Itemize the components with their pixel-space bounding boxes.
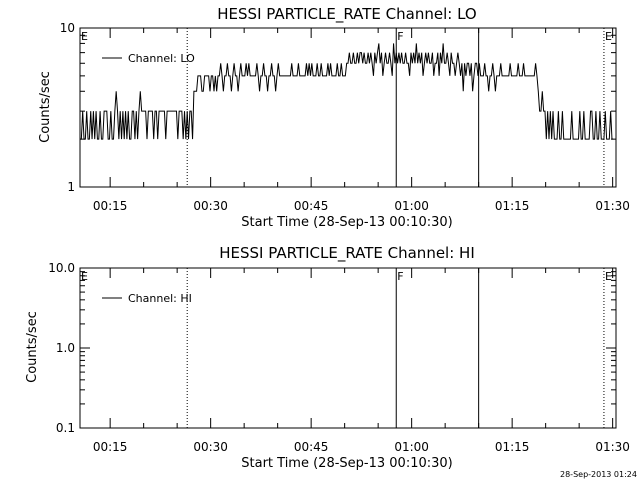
y-tick-label-hi: 1.0 [56, 341, 75, 355]
x-tick-label-lo: 00:45 [294, 199, 329, 213]
event-label-hi: E [605, 270, 612, 283]
panel-lo-y-label: Counts/sec [38, 71, 53, 143]
x-tick-label-lo: 01:00 [394, 199, 429, 213]
x-tick-label-hi: 00:15 [93, 440, 128, 454]
panel-lo-title: HESSI PARTICLE_RATE Channel: LO [217, 5, 476, 24]
panel-hi-title: HESSI PARTICLE_RATE Channel: HI [219, 244, 475, 263]
plot-frame-lo [79, 27, 617, 188]
panel-hi: HESSI PARTICLE_RATE Channel: HI Counts/s… [25, 244, 630, 471]
legend-label-lo: Channel: LO [128, 52, 195, 65]
event-label-hi: F [397, 270, 403, 283]
panel-hi-x-label: Start Time (28-Sep-13 00:10:30) [241, 456, 452, 471]
x-tick-label-hi: 00:30 [193, 440, 228, 454]
x-tick-label-hi: 01:30 [595, 440, 630, 454]
event-label-hi: E [81, 270, 88, 283]
x-tick-label-lo: 00:15 [93, 199, 128, 213]
x-tick-label-hi: 00:45 [294, 440, 329, 454]
y-tick-label-lo: 10 [60, 21, 75, 35]
panel-hi-y-label: Counts/sec [25, 311, 40, 383]
y-tick-label-lo: 1 [67, 180, 75, 194]
timestamp: 28-Sep-2013 01:24 [560, 470, 637, 479]
x-tick-label-lo: 01:30 [595, 199, 630, 213]
y-tick-label-hi: 10.0 [48, 261, 75, 275]
legend-label-hi: Channel: HI [128, 292, 192, 305]
event-label-lo: F [397, 30, 403, 43]
x-tick-label-lo: 01:15 [495, 199, 530, 213]
y-tick-label-hi: 0.1 [56, 421, 75, 435]
event-label-lo: E [605, 30, 612, 43]
panel-lo-x-label: Start Time (28-Sep-13 00:10:30) [241, 215, 452, 230]
x-tick-label-hi: 01:15 [495, 440, 530, 454]
x-tick-label-hi: 01:00 [394, 440, 429, 454]
x-tick-label-lo: 00:30 [193, 199, 228, 213]
event-label-lo: E [81, 30, 88, 43]
panel-lo: HESSI PARTICLE_RATE Channel: LO Counts/s… [38, 5, 630, 230]
series-line-lo-0 [80, 43, 614, 140]
